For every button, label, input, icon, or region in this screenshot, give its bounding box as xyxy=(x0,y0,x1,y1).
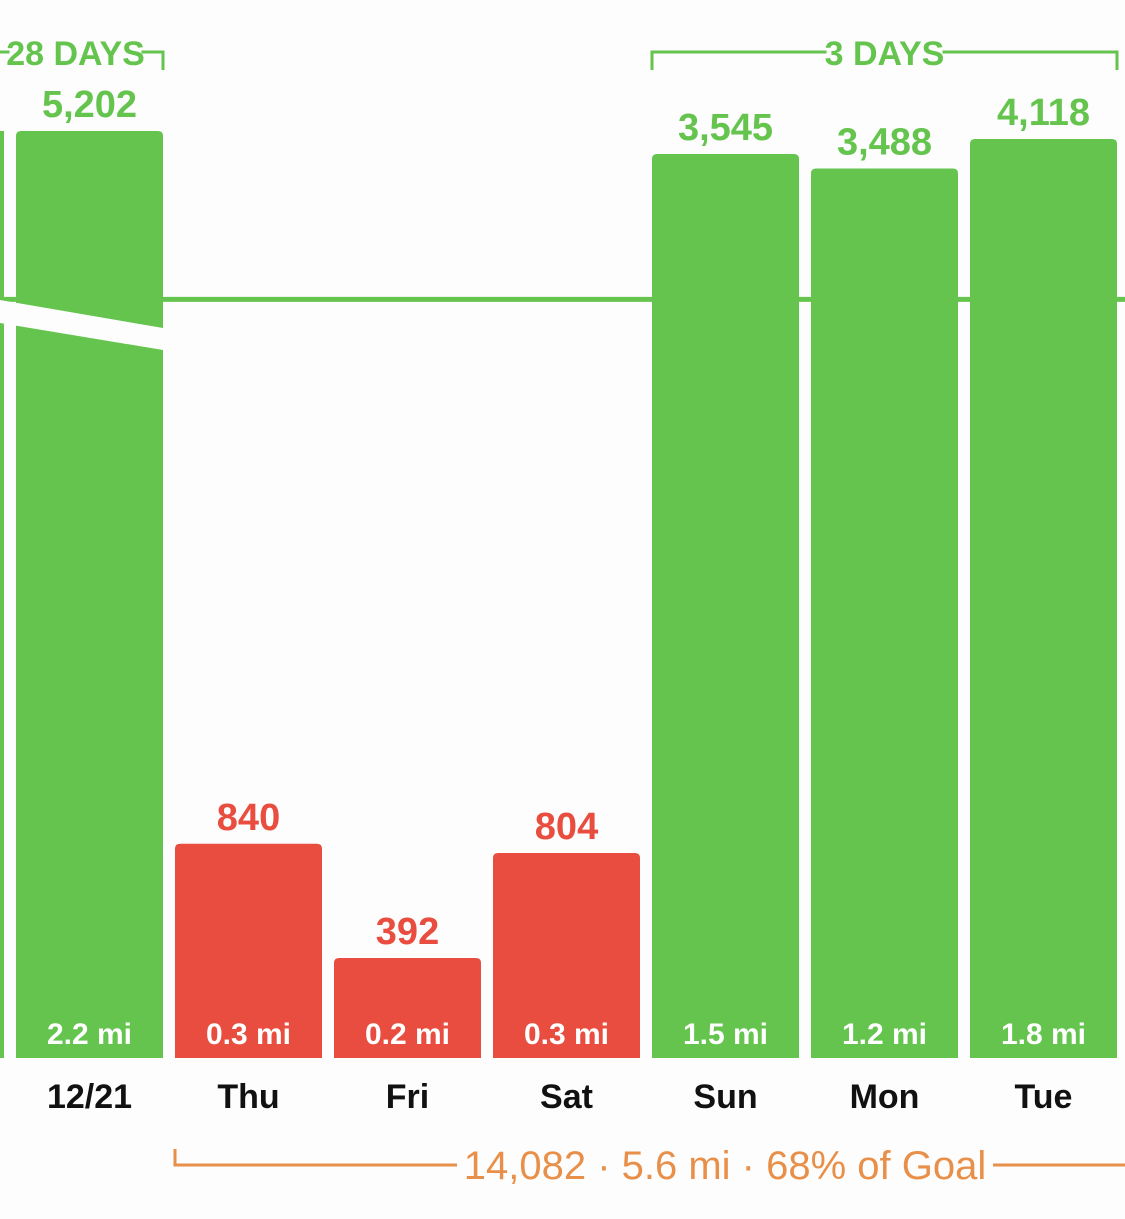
value-label: 840 xyxy=(217,797,280,839)
summary-bracket: 14,082 · 5.6 mi · 68% of Goal xyxy=(173,1144,1125,1188)
summary-bracket-line xyxy=(173,1149,1125,1167)
bar-thu[interactable] xyxy=(175,843,322,1058)
bar-sat[interactable] xyxy=(493,852,640,1058)
value-label: 3,545 xyxy=(678,107,773,149)
bars-group xyxy=(0,131,1117,1058)
bar-fri[interactable] xyxy=(334,958,481,1058)
value-label: 3,488 xyxy=(837,122,932,164)
distance-label: 1.5 mi xyxy=(683,1018,768,1051)
bar-12-21[interactable] xyxy=(16,131,163,1058)
day-label: Thu xyxy=(217,1078,279,1116)
day-label: Sat xyxy=(540,1078,593,1116)
day-label: Mon xyxy=(850,1078,920,1116)
value-label: 4,118 xyxy=(997,92,1090,134)
bar-mon[interactable] xyxy=(811,168,958,1058)
streak-bracket-line xyxy=(650,50,1119,70)
streak-bracket-line xyxy=(0,50,165,70)
value-label: 5,202 xyxy=(42,84,137,126)
day-label: Sun xyxy=(693,1078,757,1116)
value-label: 392 xyxy=(376,911,439,953)
previous-bar-partial xyxy=(0,131,4,1058)
distance-label: 1.8 mi xyxy=(1001,1018,1086,1051)
value-label: 804 xyxy=(535,806,598,848)
axis-break-mark xyxy=(0,300,163,350)
day-label: 12/21 xyxy=(47,1078,132,1116)
streak-label: 28 DAYS xyxy=(6,35,145,73)
distance-label: 2.2 mi xyxy=(47,1018,132,1051)
streak-brackets: 28 DAYS 3 DAYS xyxy=(0,35,1119,73)
distance-label: 1.2 mi xyxy=(842,1018,927,1051)
day-label: Tue xyxy=(1015,1078,1073,1116)
labels-group: 5,202 2.2 mi 12/21 840 0.3 mi Thu 392 0.2 mi Fri… xyxy=(42,84,1090,1116)
bar-tue[interactable] xyxy=(970,139,1117,1058)
distance-label: 0.3 mi xyxy=(524,1018,609,1051)
summary-label: 14,082 · 5.6 mi · 68% of Goal xyxy=(464,1144,987,1188)
distance-label: 0.3 mi xyxy=(206,1018,291,1051)
bar-sun[interactable] xyxy=(652,154,799,1058)
day-label: Fri xyxy=(386,1078,429,1116)
streak-label: 3 DAYS xyxy=(825,35,945,73)
distance-label: 0.2 mi xyxy=(365,1018,450,1051)
